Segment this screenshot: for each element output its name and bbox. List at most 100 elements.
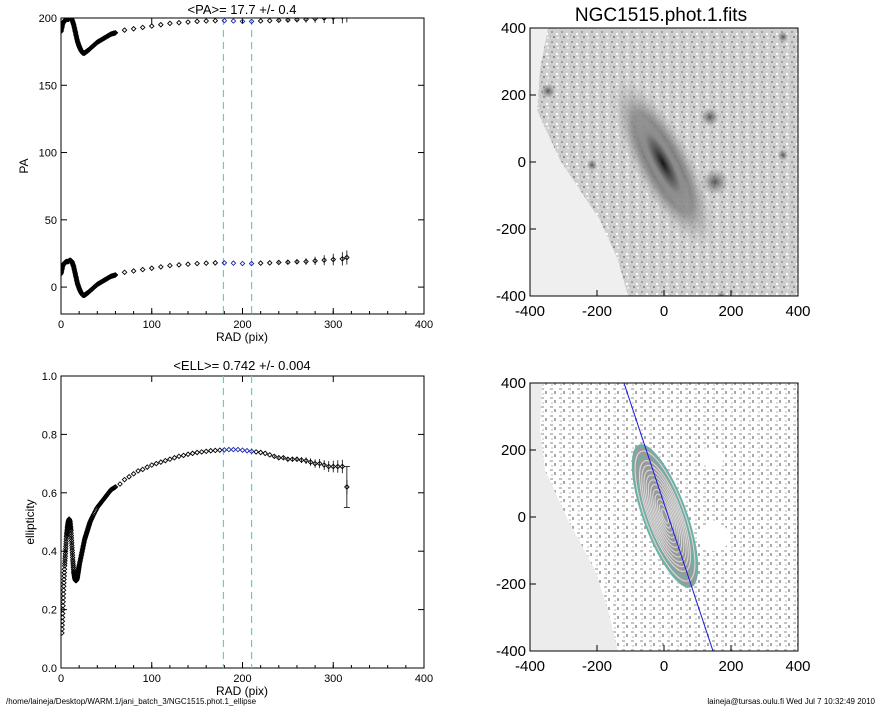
galaxy-core bbox=[634, 113, 692, 213]
data-point bbox=[148, 23, 155, 29]
y-tick-label: 200 bbox=[501, 442, 526, 459]
data-point bbox=[339, 255, 346, 262]
data-point bbox=[312, 258, 318, 264]
star-blob bbox=[777, 149, 789, 161]
x-tick-label: 300 bbox=[324, 673, 342, 685]
y-tick-label: 200 bbox=[501, 87, 526, 104]
y-tick-label: 200 bbox=[39, 13, 57, 25]
data-point bbox=[239, 260, 246, 267]
data-point bbox=[344, 254, 350, 261]
data-point bbox=[321, 257, 328, 264]
data-point bbox=[230, 260, 237, 266]
isophote-ellipse bbox=[661, 508, 669, 524]
data-point bbox=[280, 454, 287, 461]
image-mask-region bbox=[530, 28, 628, 296]
x-tick-label: 100 bbox=[143, 319, 161, 331]
data-point bbox=[262, 450, 269, 457]
data-point bbox=[61, 626, 65, 632]
isophote-ellipse bbox=[654, 493, 676, 539]
x-tick-label: 200 bbox=[233, 673, 251, 685]
data-point bbox=[91, 510, 98, 517]
data-point bbox=[248, 260, 255, 267]
data-point bbox=[257, 260, 264, 266]
y-tick-label: 0.0 bbox=[42, 663, 57, 675]
data-point bbox=[294, 18, 300, 23]
data-point bbox=[148, 462, 155, 468]
image-mask-region bbox=[530, 383, 618, 651]
data-point bbox=[61, 27, 65, 33]
data-point bbox=[303, 258, 309, 265]
data-point bbox=[61, 622, 66, 629]
data-point bbox=[130, 268, 137, 274]
x-tick-label: 0 bbox=[58, 673, 64, 685]
isophote-ellipse bbox=[643, 469, 687, 563]
data-point bbox=[153, 460, 160, 467]
data-point bbox=[185, 451, 191, 458]
x-tick-label: 0 bbox=[58, 319, 64, 331]
data-point bbox=[266, 18, 273, 24]
data-point bbox=[167, 20, 173, 27]
x-tick-label: -400 bbox=[515, 658, 545, 675]
data-point bbox=[235, 446, 241, 453]
data-point bbox=[61, 270, 64, 277]
data-point bbox=[76, 564, 82, 571]
data-point bbox=[275, 259, 282, 266]
data-point bbox=[198, 449, 205, 455]
x-tick-label: 200 bbox=[718, 658, 743, 675]
data-point bbox=[61, 591, 67, 597]
data-point bbox=[67, 526, 74, 533]
data-point bbox=[61, 269, 65, 276]
data-point bbox=[285, 259, 291, 266]
x-tick-label: 200 bbox=[233, 319, 251, 331]
data-point bbox=[139, 466, 146, 473]
y-tick-label: 400 bbox=[501, 20, 526, 37]
data-point bbox=[61, 598, 66, 605]
y-tick-label: -200 bbox=[496, 221, 526, 238]
ell-plot: <ELL>= 0.742 +/- 0.004 RAD (pix) ellipti… bbox=[23, 358, 433, 698]
galaxy-image-panel: NGC1515.phot.1.fits -400 -200 0 200 400 -400 -… bbox=[496, 5, 811, 320]
y-tick-label: -200 bbox=[496, 576, 526, 593]
data-point bbox=[92, 508, 98, 515]
companion-blob bbox=[701, 168, 729, 196]
data-point bbox=[239, 18, 246, 25]
data-point bbox=[185, 19, 191, 25]
data-point bbox=[189, 450, 196, 457]
isophote-ellipse bbox=[634, 450, 696, 582]
pa-plot-title: <PA>= 17.7 +/- 0.4 bbox=[188, 2, 297, 17]
data-point bbox=[253, 449, 259, 455]
data-point bbox=[230, 446, 237, 453]
data-point bbox=[92, 507, 99, 514]
isophote-image bbox=[530, 383, 798, 651]
data-point bbox=[194, 260, 200, 267]
data-point bbox=[112, 29, 119, 36]
x-tick-label: 200 bbox=[718, 303, 743, 320]
data-point bbox=[130, 470, 137, 477]
data-point bbox=[221, 18, 228, 24]
data-point bbox=[194, 449, 200, 456]
data-point bbox=[340, 18, 344, 20]
data-point bbox=[117, 481, 123, 487]
ell-plot-frame bbox=[60, 375, 425, 669]
y-tick-label: 0 bbox=[51, 282, 57, 294]
star-blob bbox=[777, 31, 789, 43]
data-point bbox=[139, 266, 146, 273]
isophote-ellipse bbox=[647, 479, 683, 553]
isophote-ellipse bbox=[632, 445, 698, 587]
data-point bbox=[212, 260, 219, 266]
data-point bbox=[203, 18, 210, 24]
y-tick-label: 1.0 bbox=[42, 371, 57, 383]
data-point bbox=[61, 28, 64, 35]
data-point bbox=[61, 606, 66, 613]
x-tick-label: 400 bbox=[785, 303, 810, 320]
data-point bbox=[126, 473, 132, 480]
data-point bbox=[139, 24, 146, 31]
data-point bbox=[194, 18, 200, 25]
isophote-ellipse bbox=[638, 459, 692, 573]
data-point bbox=[70, 562, 77, 569]
data-point bbox=[321, 462, 328, 468]
y-tick-label: 400 bbox=[501, 375, 526, 392]
y-tick-label: 0 bbox=[518, 509, 526, 526]
data-point bbox=[61, 587, 67, 593]
data-point bbox=[316, 460, 323, 467]
isophote-image-panel: -400 -200 0 200 400 -400 -200 0 200 400 bbox=[496, 375, 811, 675]
